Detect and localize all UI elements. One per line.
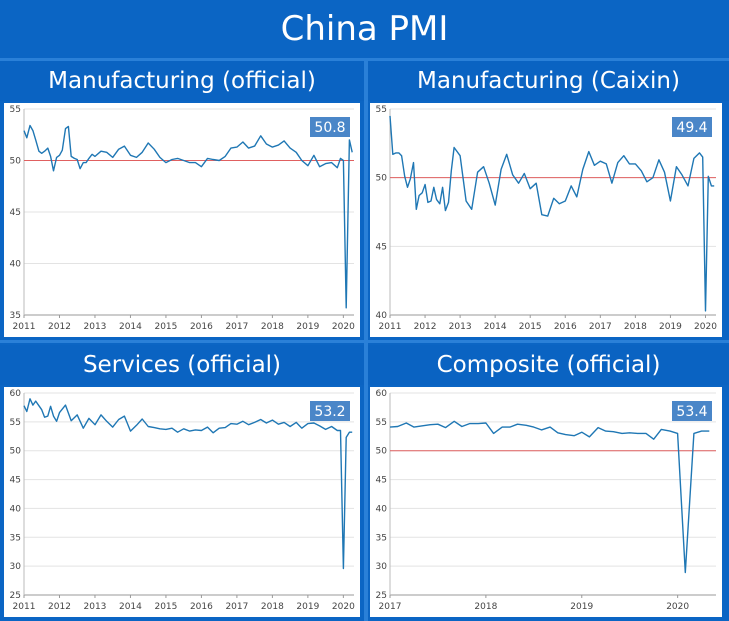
x-tick-label: 2011 <box>379 322 402 332</box>
y-tick-label: 50 <box>376 174 388 184</box>
x-tick-label: 2013 <box>84 322 107 332</box>
x-tick-label: 2018 <box>624 322 647 332</box>
panel-title: Manufacturing (official) <box>0 61 364 101</box>
panel-composite-official: Composite (official) 25 30 35 40 45 50 55 60 201… <box>368 343 729 621</box>
x-tick-label: 2011 <box>13 602 36 612</box>
y-tick-label: 30 <box>376 562 388 572</box>
x-tick-label: 2017 <box>225 322 248 332</box>
latest-value-badge <box>672 401 712 421</box>
y-tick-label: 40 <box>10 504 22 514</box>
x-tick-label: 2020 <box>694 322 717 332</box>
chart-manufacturing-caixin: 40 45 50 55 2011 2012 2013 2014 2015 2016 2017 2018… <box>376 105 718 332</box>
x-tick-label: 2014 <box>119 322 142 332</box>
chart-container: 25 30 35 40 45 50 55 60 2011 2012 2013 2014 2015 2016… <box>4 387 360 617</box>
y-tick-label: 50 <box>10 157 22 167</box>
x-tick-label: 2017 <box>225 602 248 612</box>
panel-manufacturing-official: Manufacturing (official) 35 40 45 50 55 2011 2… <box>0 61 364 340</box>
chart-container: 35 40 45 50 55 2011 2012 2013 2014 2015 2016 2017 20… <box>4 103 360 337</box>
x-tick-label: 2012 <box>48 322 71 332</box>
y-tick-label: 45 <box>376 242 387 252</box>
y-tick-label: 25 <box>10 591 21 601</box>
y-tick-label: 55 <box>10 418 21 428</box>
latest-value-badge <box>672 117 712 137</box>
chart-container: 25 30 35 40 45 50 55 60 2017 2018 2019 2020 53.4 <box>370 387 722 617</box>
y-tick-label: 35 <box>10 311 21 321</box>
x-tick-label: 2011 <box>13 322 36 332</box>
x-tick-label: 2013 <box>84 602 107 612</box>
latest-value-label: 50.8 <box>314 120 345 136</box>
panel-manufacturing-caixin: Manufacturing (Caixin) 40 45 50 55 2011 2012 2… <box>368 61 729 340</box>
x-tick-label: 2020 <box>332 602 355 612</box>
panel-title: Composite (official) <box>368 345 729 385</box>
panel-title: Manufacturing (Caixin) <box>368 61 729 101</box>
latest-value-label: 49.4 <box>676 120 707 136</box>
y-tick-label: 50 <box>10 447 22 457</box>
chart-services-official: 25 30 35 40 45 50 55 60 2011 2012 2013 2014 2015 2016… <box>10 389 356 612</box>
y-tick-label: 55 <box>10 105 21 115</box>
y-tick-label: 55 <box>376 418 387 428</box>
latest-value-label: 53.2 <box>314 404 345 420</box>
latest-value-badge <box>310 117 350 137</box>
y-tick-label: 25 <box>376 591 387 601</box>
series-line <box>389 420 710 574</box>
x-tick-label: 2015 <box>519 322 542 332</box>
y-tick-label: 40 <box>376 311 388 321</box>
y-tick-label: 30 <box>10 562 22 572</box>
x-tick-label: 2020 <box>332 322 355 332</box>
y-tick-label: 50 <box>376 447 388 457</box>
x-tick-label: 2016 <box>190 322 213 332</box>
x-tick-label: 2018 <box>261 322 284 332</box>
x-tick-label: 2014 <box>484 322 507 332</box>
y-tick-label: 35 <box>376 533 387 543</box>
x-tick-label: 2015 <box>154 602 177 612</box>
chart-manufacturing-official: 35 40 45 50 55 2011 2012 2013 2014 2015 2016 2017 20… <box>10 105 356 332</box>
x-tick-label: 2017 <box>589 322 612 332</box>
x-tick-label: 2018 <box>474 602 497 612</box>
x-tick-label: 2017 <box>379 602 402 612</box>
latest-value-label: 53.4 <box>676 404 707 420</box>
x-tick-label: 2012 <box>48 602 71 612</box>
series-line <box>389 115 715 312</box>
x-tick-label: 2019 <box>570 602 593 612</box>
y-tick-label: 60 <box>10 389 22 399</box>
x-tick-label: 2020 <box>666 602 689 612</box>
series-line <box>23 398 353 570</box>
x-tick-label: 2019 <box>296 602 319 612</box>
x-tick-label: 2018 <box>261 602 284 612</box>
chart-container: 40 45 50 55 2011 2012 2013 2014 2015 2016 2017 2018… <box>370 103 722 337</box>
panel-services-official: Services (official) 25 30 35 40 45 50 55 60 2011… <box>0 343 364 621</box>
x-tick-label: 2013 <box>449 322 472 332</box>
y-tick-label: 40 <box>376 504 388 514</box>
chart-composite-official: 25 30 35 40 45 50 55 60 2017 2018 2019 2020 53.4 <box>376 389 716 612</box>
separator-top <box>0 58 729 61</box>
y-tick-label: 60 <box>376 389 388 399</box>
page-title: China PMI <box>280 9 449 49</box>
x-tick-label: 2019 <box>659 322 682 332</box>
x-tick-label: 2016 <box>554 322 577 332</box>
panel-title: Services (official) <box>0 345 364 385</box>
latest-value-badge <box>310 401 350 421</box>
separator-vertical <box>364 60 368 621</box>
x-tick-label: 2019 <box>296 322 319 332</box>
y-tick-label: 40 <box>10 260 22 270</box>
x-tick-label: 2012 <box>414 322 437 332</box>
series-line <box>23 124 353 309</box>
x-tick-label: 2016 <box>190 602 213 612</box>
y-tick-label: 45 <box>10 476 21 486</box>
y-tick-label: 45 <box>10 208 21 218</box>
y-tick-label: 35 <box>10 533 21 543</box>
y-tick-label: 45 <box>376 476 387 486</box>
y-tick-label: 55 <box>376 105 387 115</box>
x-tick-label: 2014 <box>119 602 142 612</box>
x-tick-label: 2015 <box>154 322 177 332</box>
